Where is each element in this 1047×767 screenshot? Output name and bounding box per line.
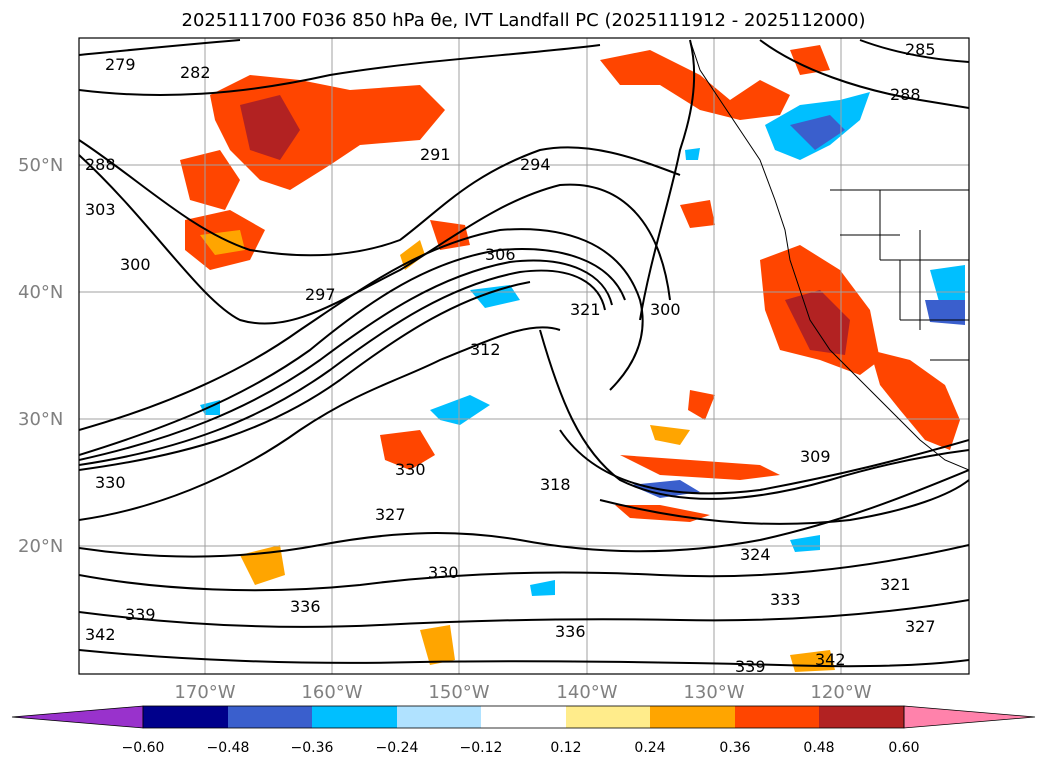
colorbar-tick: 0.36 [719,740,750,756]
contour-label: 312 [470,340,501,359]
lon-label: 130°W [683,682,744,703]
map-frame [78,37,970,675]
contour-label: 288 [890,85,921,104]
colorbar-tick: −0.48 [207,740,250,756]
contour-label: 327 [905,617,936,636]
theta-e-contours [79,39,969,668]
colorbar-tick: 0.48 [803,740,834,756]
contour-label: 342 [85,625,116,644]
colorbar-segment [819,706,904,728]
colorbar-min-extend [11,705,144,729]
contour-label: 342 [815,650,846,669]
map-panel: 279 282 288 291 294 303 300 297 306 321 … [79,38,969,676]
contour-label: 321 [880,575,911,594]
lat-label: 50°N [18,155,63,176]
colorbar-tick: −0.24 [376,740,419,756]
colorbar-segment [312,706,397,728]
colorbar-tick: 0.12 [550,740,581,756]
contour-label: 303 [85,200,116,219]
contour-label: 339 [735,657,766,676]
colorbar-segment [397,706,481,728]
contour-label: 330 [395,460,426,479]
lon-label: 120°W [810,682,871,703]
contour-label: 285 [905,40,936,59]
colorbar-tick: −0.60 [122,740,165,756]
colorbar-tick: −0.36 [291,740,334,756]
colorbar-tick: 0.60 [888,740,919,756]
colorbar-tick-labels: −0.60 −0.48 −0.36 −0.24 −0.12 0.12 0.24 … [122,740,920,756]
contour-label: 306 [485,245,516,264]
lat-label: 20°N [18,536,63,557]
lon-label: 150°W [428,682,489,703]
colorbar-segment [735,706,819,728]
coastlines [689,39,969,471]
colorbar: −0.60 −0.48 −0.36 −0.24 −0.12 0.12 0.24 … [11,705,1036,756]
contour-label: 321 [570,300,601,319]
contour-label: 291 [420,145,451,164]
contour-label: 288 [85,155,116,174]
graticule [79,38,969,674]
ivt-positive-shading [180,45,960,672]
map-title: 2025111700 F036 850 hPa θe, IVT Landfall… [181,10,866,31]
lon-label: 170°W [174,682,235,703]
contour-label: 279 [105,55,136,74]
lon-label: 140°W [556,682,617,703]
colorbar-segment [650,706,735,728]
lat-label: 30°N [18,409,63,430]
colorbar-max-extend [903,705,1036,729]
contour-label: 336 [290,597,321,616]
longitude-labels: 170°W 160°W 150°W 140°W 130°W 120°W [174,682,871,703]
lon-label: 160°W [301,682,362,703]
contour-label: 330 [95,473,126,492]
colorbar-segment [481,706,566,728]
colorbar-tick: 0.24 [634,740,665,756]
contour-label: 300 [120,255,151,274]
lat-label: 40°N [18,282,63,303]
colorbar-tick: −0.12 [460,740,503,756]
contour-label: 309 [800,447,831,466]
contour-label: 282 [180,63,211,82]
contour-label: 324 [740,545,771,564]
colorbar-segment [566,706,650,728]
colorbar-segment [228,706,312,728]
contour-label: 297 [305,285,336,304]
contour-labels: 279 282 288 291 294 303 300 297 306 321 … [85,40,936,676]
contour-label: 300 [650,300,681,319]
colorbar-segment [143,706,228,728]
contour-label: 339 [125,605,156,624]
contour-label: 330 [428,563,459,582]
contour-label: 294 [520,155,551,174]
contour-label: 336 [555,622,586,641]
latitude-labels: 50°N 40°N 30°N 20°N [18,155,63,557]
contour-label: 318 [540,475,571,494]
contour-label: 327 [375,505,406,524]
contour-label: 333 [770,590,801,609]
